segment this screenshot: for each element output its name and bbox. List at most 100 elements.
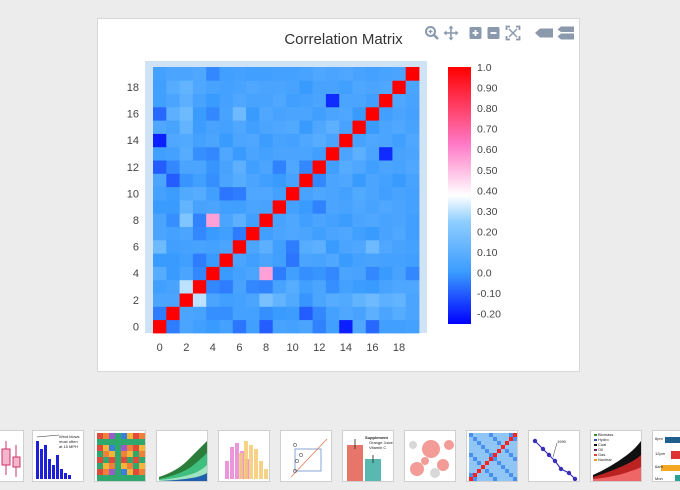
heatmap-cell[interactable] — [192, 293, 207, 307]
heatmap-cell[interactable] — [312, 120, 327, 134]
thumb-stacked-area[interactable] — [156, 430, 208, 482]
heatmap-cell[interactable] — [206, 67, 220, 81]
heatmap-cell[interactable] — [259, 213, 274, 227]
heatmap-cell[interactable] — [339, 213, 353, 227]
heatmap-cell[interactable] — [179, 239, 194, 254]
heatmap-cell[interactable] — [392, 173, 407, 188]
heatmap-cell[interactable] — [166, 319, 180, 334]
heatmap-cell[interactable] — [405, 226, 420, 241]
heatmap-cell[interactable] — [272, 106, 287, 121]
heatmap-cell[interactable] — [206, 306, 220, 321]
heatmap-cell[interactable] — [246, 173, 260, 188]
heatmap-cell[interactable] — [365, 306, 380, 321]
heatmap-cell[interactable] — [232, 200, 247, 214]
heatmap-cell[interactable] — [325, 133, 340, 148]
heatmap-cell[interactable] — [219, 319, 234, 334]
heatmap-cell[interactable] — [192, 93, 207, 108]
heatmap-cell[interactable] — [325, 186, 340, 201]
hover-closest-icon[interactable] — [534, 25, 554, 41]
heatmap-cell[interactable] — [339, 120, 353, 134]
heatmap-cell[interactable] — [219, 146, 234, 161]
heatmap-cell[interactable] — [166, 80, 180, 94]
heatmap-cell[interactable] — [259, 306, 274, 321]
heatmap-cell[interactable] — [379, 106, 393, 121]
heatmap-cell[interactable] — [325, 80, 340, 94]
heatmap-cell[interactable] — [325, 306, 340, 321]
heatmap-cell[interactable] — [192, 80, 207, 94]
heatmap-cell[interactable] — [246, 80, 260, 94]
heatmap-cell[interactable] — [325, 239, 340, 254]
heatmap-cell[interactable] — [339, 106, 353, 121]
heatmap-cell[interactable] — [192, 146, 207, 161]
heatmap-cell[interactable] — [365, 106, 380, 121]
heatmap-cell[interactable] — [286, 67, 300, 81]
heatmap-cell[interactable] — [286, 173, 300, 188]
heatmap-cell[interactable] — [392, 200, 407, 214]
heatmap-cell[interactable] — [206, 186, 220, 201]
heatmap-cell[interactable] — [219, 106, 234, 121]
heatmap-cell[interactable] — [339, 239, 353, 254]
heatmap-cell[interactable] — [299, 93, 313, 108]
heatmap-cell[interactable] — [179, 146, 194, 161]
heatmap-cell[interactable] — [299, 266, 313, 281]
heatmap-cell[interactable] — [272, 93, 287, 108]
heatmap-cell[interactable] — [166, 213, 180, 227]
heatmap-cell[interactable] — [259, 173, 274, 188]
heatmap-cell[interactable] — [192, 133, 207, 148]
heatmap-cell[interactable] — [312, 80, 327, 94]
heatmap-cell[interactable] — [166, 186, 180, 201]
heatmap-cell[interactable] — [192, 266, 207, 281]
heatmap-cell[interactable] — [352, 186, 367, 201]
heatmap-cell[interactable] — [272, 226, 287, 241]
heatmap-cell[interactable] — [206, 293, 220, 307]
heatmap-cell[interactable] — [405, 213, 420, 227]
heatmap-cell[interactable] — [379, 253, 393, 267]
heatmap-cell[interactable] — [246, 186, 260, 201]
hover-compare-icon[interactable] — [557, 25, 575, 41]
heatmap-cell[interactable] — [232, 226, 247, 241]
heatmap-cell[interactable] — [405, 93, 420, 108]
heatmap-cell[interactable] — [153, 266, 167, 281]
heatmap-cell[interactable] — [312, 253, 327, 267]
heatmap-cell[interactable] — [192, 319, 207, 334]
heatmap-cell[interactable] — [379, 67, 393, 81]
heatmap-cell[interactable] — [365, 279, 380, 294]
heatmap-cell[interactable] — [405, 173, 420, 188]
heatmap-cell[interactable] — [379, 133, 393, 148]
heatmap-cell[interactable] — [206, 93, 220, 108]
heatmap-plot[interactable]: 0 2 4 6 8 10 12 14 16 18 0 2 4 6 8 10 12 14 16 18 1.0 0.90 0… — [98, 19, 581, 373]
heatmap-cell[interactable] — [325, 200, 340, 214]
heatmap-cell[interactable] — [286, 279, 300, 294]
heatmap-cell[interactable] — [153, 173, 167, 188]
heatmap-cell[interactable] — [219, 186, 234, 201]
heatmap-cell[interactable] — [405, 253, 420, 267]
heatmap-cell[interactable] — [339, 266, 353, 281]
heatmap-cell[interactable] — [325, 120, 340, 134]
heatmap-cell[interactable] — [206, 319, 220, 334]
heatmap-cell[interactable] — [272, 213, 287, 227]
heatmap-cell[interactable] — [325, 293, 340, 307]
heatmap-cell[interactable] — [153, 200, 167, 214]
heatmap-cell[interactable] — [312, 186, 327, 201]
heatmap-cell[interactable] — [379, 80, 393, 94]
heatmap-cell[interactable] — [299, 160, 313, 174]
heatmap-cell[interactable] — [166, 253, 180, 267]
heatmap-cell[interactable] — [405, 266, 420, 281]
heatmap-cell[interactable] — [246, 67, 260, 81]
heatmap-cell[interactable] — [312, 319, 327, 334]
heatmap-cell[interactable] — [232, 213, 247, 227]
heatmap-cell[interactable] — [219, 200, 234, 214]
heatmap-cell[interactable] — [232, 266, 247, 281]
heatmap-cell[interactable] — [339, 253, 353, 267]
heatmap-cell[interactable] — [206, 160, 220, 174]
heatmap-cell[interactable] — [179, 319, 194, 334]
heatmap-cell[interactable] — [192, 173, 207, 188]
heatmap-cell[interactable] — [192, 160, 207, 174]
heatmap-cell[interactable] — [312, 239, 327, 254]
heatmap-cell[interactable] — [246, 253, 260, 267]
heatmap-cell[interactable] — [392, 239, 407, 254]
heatmap-cell[interactable] — [232, 160, 247, 174]
heatmap-cell[interactable] — [365, 239, 380, 254]
heatmap-cell[interactable] — [365, 186, 380, 201]
heatmap-cell[interactable] — [246, 93, 260, 108]
